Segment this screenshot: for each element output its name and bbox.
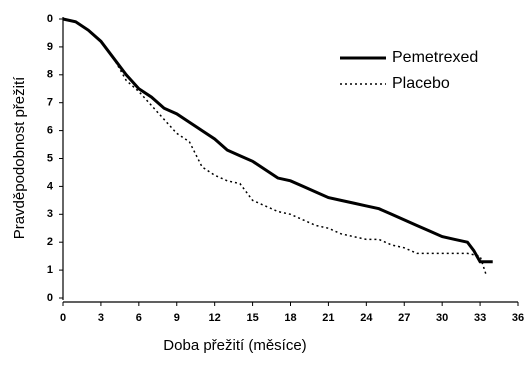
- x-tick-label: 3: [98, 312, 104, 324]
- y-tick-label: 2: [47, 236, 53, 248]
- y-tick-label: 9: [47, 41, 53, 53]
- y-tick-label: 0: [47, 292, 53, 304]
- y-axis-label: Pravděpodobnost přežití: [11, 76, 28, 239]
- x-tick-label: 6: [136, 312, 142, 324]
- legend-label: Placebo: [392, 75, 450, 92]
- x-tick-label: 9: [174, 312, 180, 324]
- x-axis-label: Doba přežití (měsíce): [163, 337, 306, 354]
- x-tick-label: 18: [284, 312, 296, 324]
- x-tick-label: 24: [360, 312, 373, 324]
- x-tick-label: 27: [398, 312, 410, 324]
- y-tick-label: 0: [47, 13, 53, 25]
- x-tick-label: 30: [436, 312, 448, 324]
- y-tick-label: 8: [47, 69, 53, 81]
- y-tick-label: 5: [47, 152, 53, 164]
- survival-line: [62, 17, 493, 264]
- y-tick-label: 1: [47, 264, 53, 276]
- legend-label: Pemetrexed: [392, 49, 478, 66]
- x-tick-label: 33: [474, 312, 486, 324]
- x-tick-label: 15: [246, 312, 258, 324]
- y-tick-label: 3: [47, 208, 53, 220]
- x-tick-label: 36: [512, 312, 524, 324]
- y-tick-label: 7: [47, 97, 53, 109]
- y-tick-label: 6: [47, 125, 53, 137]
- x-tick-label: 21: [322, 312, 334, 324]
- y-tick-label: 4: [47, 180, 54, 192]
- x-tick-label: 12: [209, 312, 221, 324]
- x-tick-label: 0: [60, 312, 66, 324]
